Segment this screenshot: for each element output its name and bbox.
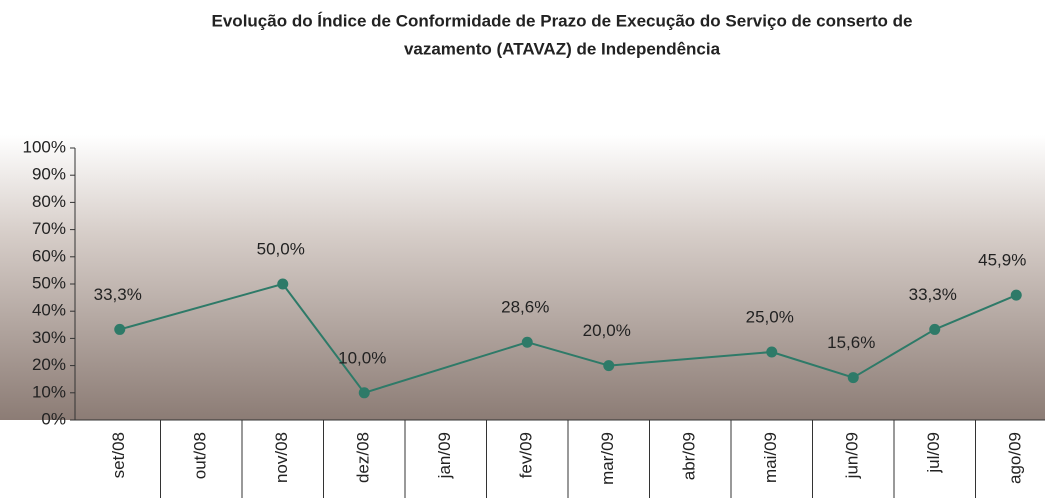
data-label: 25,0% — [746, 307, 794, 326]
point — [277, 278, 289, 290]
plot-background — [0, 135, 1045, 420]
y-tick-label: 30% — [32, 328, 66, 347]
y-tick-label: 10% — [32, 382, 66, 401]
point — [603, 360, 615, 372]
line-segment — [363, 341, 528, 394]
y-tick-label: 80% — [32, 192, 66, 211]
chart-title: Evolução do Índice de Conformidade de Pr… — [212, 11, 913, 30]
y-tick-label: 70% — [32, 219, 66, 238]
point — [114, 323, 126, 335]
line-segment — [526, 341, 610, 367]
data-label: 20,0% — [583, 321, 631, 340]
y-tick-label: 100% — [23, 137, 66, 156]
data-label: 33,3% — [909, 285, 957, 304]
data-label: 10,0% — [338, 348, 386, 367]
data-label: 50,0% — [257, 239, 305, 258]
y-tick-label: 90% — [32, 165, 66, 184]
x-tick-label: jul/09 — [924, 432, 943, 474]
data-label: 28,6% — [501, 298, 549, 317]
point — [358, 387, 370, 399]
x-tick-label: jun/09 — [843, 432, 862, 479]
point — [521, 336, 533, 348]
point — [847, 372, 859, 384]
chart-title: vazamento (ATAVAZ) de Independência — [404, 39, 721, 58]
x-tick-label: mar/09 — [598, 432, 617, 485]
line-segment — [281, 283, 366, 394]
x-tick-label: set/08 — [109, 432, 128, 478]
point — [766, 346, 778, 358]
x-tick-label: fev/09 — [517, 432, 536, 478]
x-tick-label: out/08 — [191, 432, 210, 479]
point — [929, 323, 941, 335]
line-segment — [608, 351, 772, 367]
x-tick-label: nov/08 — [272, 432, 291, 483]
line-segment — [852, 328, 936, 379]
line-segment — [934, 294, 1017, 331]
y-tick-label: 60% — [32, 246, 66, 265]
line-segment — [119, 283, 284, 331]
y-tick-label: 50% — [32, 273, 66, 292]
point — [1010, 289, 1022, 301]
x-tick-label: mai/09 — [761, 432, 780, 483]
data-label: 33,3% — [94, 285, 142, 304]
data-label: 15,6% — [827, 333, 875, 352]
y-tick-label: 40% — [32, 301, 66, 320]
x-tick-label: ago/09 — [1006, 432, 1025, 484]
y-tick-label: 0% — [41, 409, 66, 428]
data-label: 45,9% — [978, 251, 1026, 270]
y-tick-label: 20% — [32, 355, 66, 374]
x-tick-label: jan/09 — [435, 432, 454, 479]
x-tick-label: abr/09 — [680, 432, 699, 480]
x-tick-label: dez/08 — [354, 432, 373, 483]
line-segment — [771, 351, 854, 379]
